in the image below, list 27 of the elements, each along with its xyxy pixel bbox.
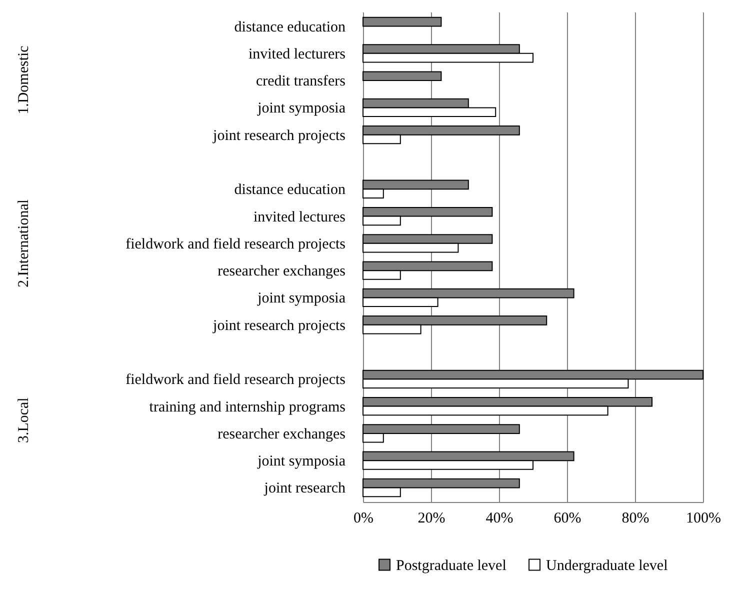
y-tick-label: joint symposia — [256, 100, 346, 117]
text: 2.International — [16, 199, 32, 288]
y-tick-label: fieldwork and field research projects — [126, 372, 346, 388]
y-tick-label: joint research — [263, 480, 346, 497]
legend-label: Postgraduate level — [396, 558, 506, 574]
y-tick-label: invited lecturers — [248, 46, 346, 62]
x-tick-label: 0% — [354, 510, 374, 526]
y-tick-label: credit transfers — [256, 74, 346, 90]
text: 1.Domestic — [16, 45, 32, 114]
x-tick-label: 40% — [486, 510, 514, 526]
y-tick-label: joint research projects — [212, 128, 346, 144]
y-tick-label: researcher exchanges — [218, 264, 346, 280]
text: 3.Local — [16, 398, 32, 444]
y-tick-label: joint symposia — [256, 454, 346, 470]
y-tick-label: joint research projects — [212, 318, 346, 334]
x-tick-label: 80% — [622, 510, 650, 526]
y-tick-label: training and internship programs — [149, 399, 346, 416]
x-tick-label: 60% — [554, 510, 582, 526]
legend-label: Undergraduate level — [546, 558, 668, 574]
y-tick-label: researcher exchanges — [218, 426, 346, 442]
y-tick-label: joint symposia — [256, 290, 346, 307]
y-tick-label: distance education — [234, 182, 346, 198]
y-tick-label: fieldwork and field research projects — [126, 236, 346, 252]
y-tick-label: distance education — [234, 19, 346, 36]
y-tick-label: invited lectures — [253, 209, 346, 226]
x-tick-label: 20% — [418, 510, 446, 526]
x-tick-label: 100% — [686, 510, 721, 526]
